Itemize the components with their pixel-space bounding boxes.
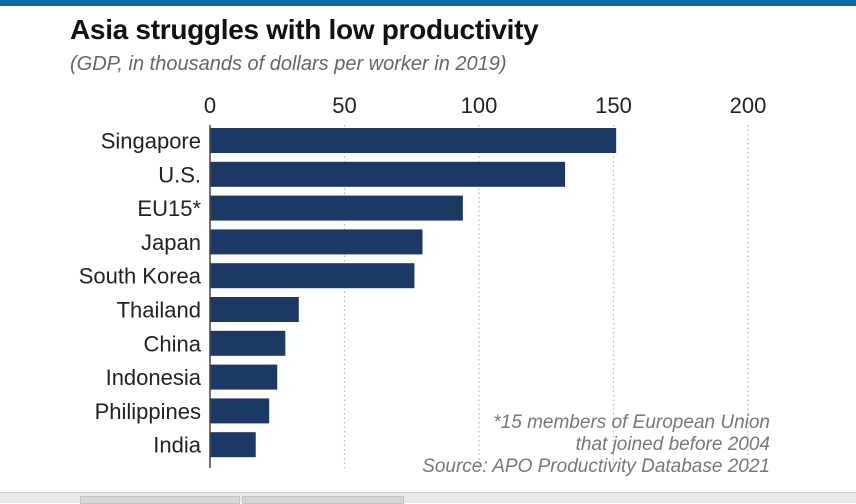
category-label: Thailand [117,298,201,323]
category-label: India [153,433,201,458]
x-tick-label: 150 [595,93,632,118]
x-tick-label: 200 [730,93,767,118]
category-label: Singapore [101,129,201,154]
bar [210,297,299,322]
bar [210,330,286,356]
bar [210,195,463,221]
bar [210,161,566,187]
chart-title: Asia struggles with low productivity [70,14,539,45]
category-label: U.S. [158,162,201,187]
top-accent-rule [0,0,856,6]
bar-chart: 0 50 100 150 200 Singapore U.S. EU15* Japan South… [79,93,767,468]
bar [210,364,278,390]
x-tick-label: 0 [204,93,216,118]
bar [210,398,270,424]
x-tick-label: 50 [332,93,356,118]
bottom-bar-segment [242,496,404,504]
category-label: Indonesia [106,365,202,390]
category-label: South Korea [79,264,202,289]
window-bottom-bar [0,492,856,504]
footnote-eu15-continued: that joined before 2004 [575,434,770,455]
bar [210,128,617,153]
source-note: Source: APO Productivity Database 2021 [422,456,770,477]
bar [210,432,256,458]
chart-subtitle: (GDP, in thousands of dollars per worker… [70,53,507,75]
bar [210,229,423,255]
chart-footnote: *15 members of European Union that joine… [422,412,770,478]
bottom-bar-segment [80,496,240,504]
bar [210,263,415,289]
category-label: Philippines [95,399,201,424]
category-label: Japan [141,230,201,255]
x-tick-label: 100 [461,93,498,118]
category-label: China [144,331,202,356]
category-label: EU15* [137,196,201,221]
footnote-eu15: *15 members of European Union [493,412,770,433]
